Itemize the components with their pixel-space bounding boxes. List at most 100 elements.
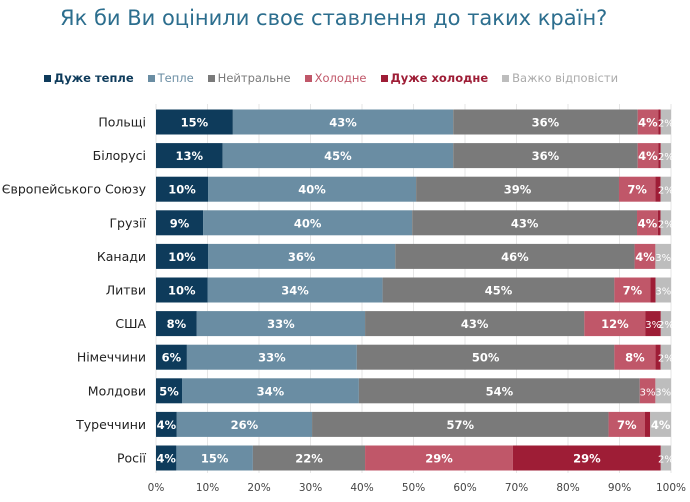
data-label: 9% (170, 216, 190, 230)
bar-segment (156, 378, 183, 404)
bar-segment (156, 311, 197, 337)
bar-segment (156, 445, 177, 471)
data-label: 2% (658, 186, 674, 197)
bar-segment (657, 210, 661, 236)
bar-segment (660, 210, 671, 236)
data-label: 4% (638, 149, 658, 163)
bar-segment (382, 277, 615, 303)
bar-segment (660, 143, 671, 169)
bar-segment (176, 445, 253, 471)
data-label: 43% (461, 317, 489, 331)
data-label: 4% (635, 250, 655, 264)
bar-segment (312, 411, 609, 437)
bar-segment (637, 109, 659, 135)
legend-item: Тепле (147, 71, 194, 85)
data-label: 39% (504, 183, 532, 197)
data-label: 34% (257, 384, 285, 398)
bar-segment (365, 311, 585, 337)
bar-segment (644, 411, 651, 437)
category-label: Туреччини (75, 417, 146, 432)
bar-segment (650, 411, 671, 437)
bar-segment (156, 277, 208, 303)
legend-item: Холодне (304, 71, 367, 85)
bar-segment (512, 445, 661, 471)
data-label: 2% (658, 119, 674, 130)
legend-item: Дуже холодне (380, 71, 488, 85)
data-label: 15% (181, 116, 209, 130)
bar-segment (203, 210, 413, 236)
legend-swatch (147, 74, 155, 82)
bar-segment (416, 176, 619, 202)
x-tick-label: 0% (148, 482, 165, 494)
x-tick-label: 40% (350, 482, 373, 494)
legend-item: Нейтральне (207, 71, 291, 85)
data-label: 8% (167, 317, 187, 331)
data-label: 3% (655, 287, 671, 298)
category-label: Білорусі (93, 148, 146, 163)
bar-segment (660, 109, 671, 135)
x-tick-label: 70% (505, 482, 528, 494)
data-label: 3% (655, 253, 671, 264)
bar-segment (660, 176, 671, 202)
data-label: 7% (627, 183, 647, 197)
category-label: Польщі (98, 115, 146, 130)
category-label: Литви (106, 283, 146, 298)
legend-swatch (304, 74, 312, 82)
bar-segment (358, 378, 640, 404)
data-label: 29% (425, 452, 453, 466)
bar-segment (655, 378, 671, 404)
data-label: 2% (658, 354, 674, 365)
x-tick-label: 60% (453, 482, 476, 494)
bar-segment (655, 176, 661, 202)
x-tick-label: 80% (556, 482, 579, 494)
x-tick-label: 20% (247, 482, 270, 494)
data-label: 4% (156, 452, 176, 466)
data-label: 13% (176, 149, 204, 163)
category-label: Грузії (109, 215, 146, 230)
bar-segment (660, 445, 671, 471)
chart-title: Як би Ви оцінили своє ставлення до таких… (60, 6, 608, 30)
bar-segment (196, 311, 366, 337)
data-label: 3% (645, 320, 661, 331)
data-label: 4% (651, 418, 671, 432)
x-tick-label: 90% (608, 482, 631, 494)
bar-segment (208, 243, 396, 269)
bar-segment (156, 143, 223, 169)
data-label: 5% (159, 384, 179, 398)
bar-segment (252, 445, 366, 471)
x-tick-label: 30% (299, 482, 322, 494)
data-label: 3% (640, 387, 656, 398)
bar-segment (639, 378, 656, 404)
data-label: 26% (231, 418, 259, 432)
legend-item: Важко відповісти (502, 71, 618, 85)
data-label: 46% (501, 250, 529, 264)
category-label: Росії (117, 451, 147, 466)
legend-swatch (380, 74, 388, 82)
category-label: Канади (97, 249, 146, 264)
bar-segment (660, 311, 671, 337)
bar-segment (182, 378, 359, 404)
data-label: 43% (511, 216, 539, 230)
data-label: 7% (617, 418, 637, 432)
bar-segment (637, 143, 659, 169)
legend-swatch (44, 74, 51, 82)
bar-segment (156, 344, 187, 370)
data-label: 57% (447, 418, 475, 432)
bar-segment (453, 109, 638, 135)
bar-segment (614, 344, 656, 370)
category-label: Німеччини (77, 350, 146, 365)
data-label: 50% (472, 351, 500, 365)
data-label: 8% (625, 351, 645, 365)
bar-segment (658, 109, 661, 135)
bar-segment (156, 210, 204, 236)
bar-segment (608, 411, 645, 437)
data-label: 4% (157, 418, 177, 432)
data-label: 45% (324, 149, 352, 163)
data-label: 29% (573, 452, 601, 466)
category-label: США (115, 316, 146, 331)
bar-segment (658, 143, 661, 169)
x-tick-label: 50% (402, 482, 425, 494)
bar-segment (156, 411, 177, 437)
data-label: 12% (601, 317, 629, 331)
